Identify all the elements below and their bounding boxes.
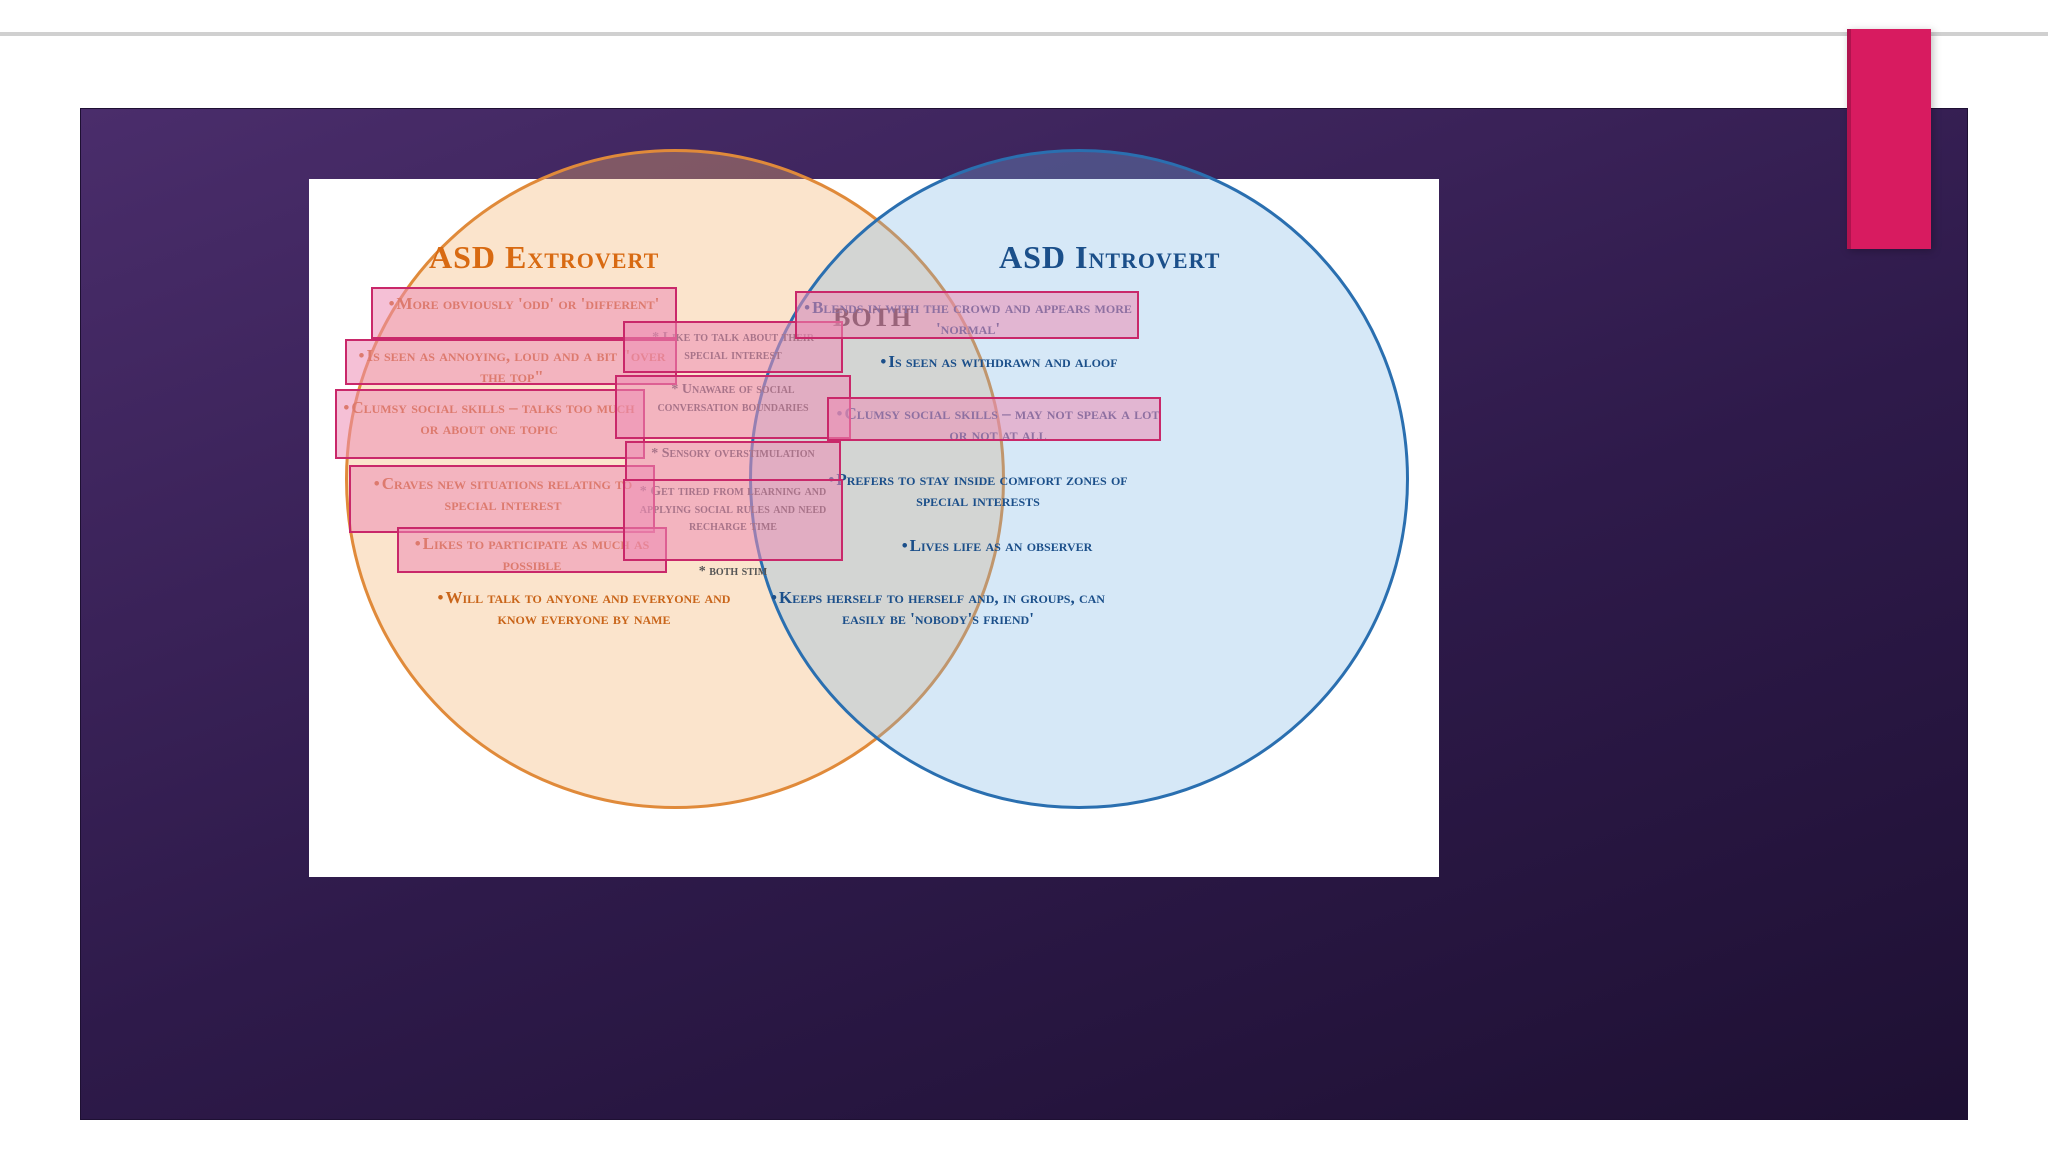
highlight-box	[827, 397, 1161, 441]
highlight-box	[349, 465, 655, 533]
right-item: Keeps herself to herself and, in groups,…	[763, 587, 1113, 630]
right-item: Lives life as an observer	[849, 535, 1145, 556]
slide-ribbon-accent	[1847, 29, 1931, 249]
highlight-box	[615, 375, 851, 439]
highlight-box	[623, 479, 843, 561]
highlight-box	[335, 389, 645, 459]
venn-right-title: ASD Introvert	[999, 239, 1220, 276]
right-item: Is seen as withdrawn and aloof	[869, 351, 1129, 372]
window-topbar	[0, 0, 2048, 36]
left-item: Will talk to anyone and everyone and kno…	[419, 587, 749, 630]
highlight-box	[625, 441, 841, 481]
slide-background: ASD Extrovert ASD Introvert BOTH More ob…	[80, 108, 1968, 1120]
venn-panel: ASD Extrovert ASD Introvert BOTH More ob…	[309, 179, 1439, 877]
center-item: both stim	[665, 563, 801, 581]
highlight-box	[795, 291, 1139, 339]
venn-left-title: ASD Extrovert	[429, 239, 659, 276]
right-item: Prefers to stay inside comfort zones of …	[803, 469, 1153, 512]
